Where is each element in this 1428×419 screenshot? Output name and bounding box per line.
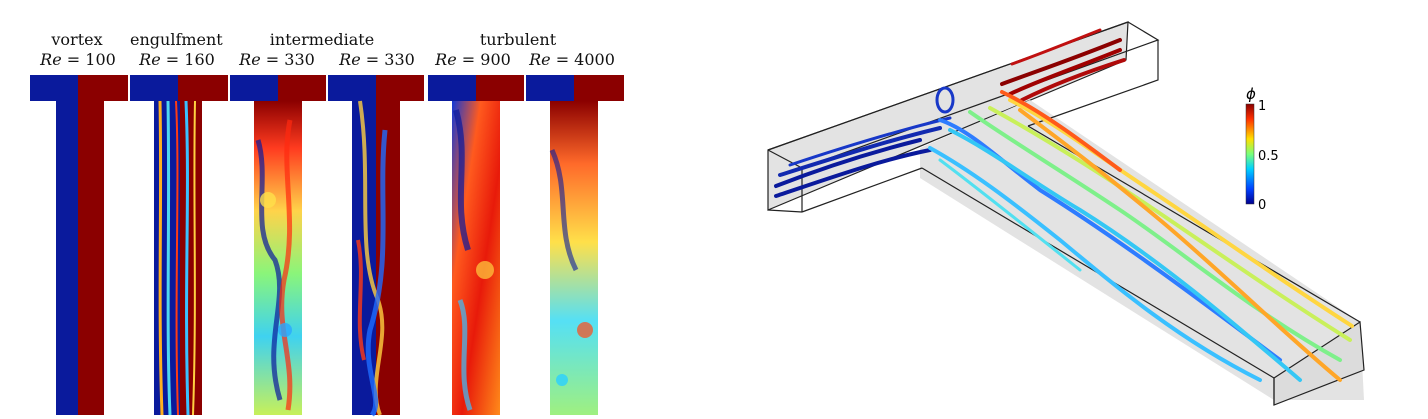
snapshot-re-900 — [428, 75, 524, 415]
t-junction-streamlines: ϕ 1 0.5 0 — [767, 21, 1365, 406]
regime-vortex-label: vortex — [51, 30, 103, 49]
re-label-6: Re = 4000 — [529, 50, 615, 69]
snapshot-re-330-b — [328, 75, 424, 417]
contour-snapshots — [30, 75, 624, 417]
re-label-5: Re = 900 — [435, 50, 511, 69]
streamlines — [774, 28, 1354, 382]
regime-engulfment-label: engulfment — [130, 30, 223, 49]
colorbar-tick-0-5: 0.5 — [1258, 149, 1279, 164]
re-label-3: Re = 330 — [239, 50, 315, 69]
colorbar-tick-0: 0 — [1258, 198, 1266, 213]
snapshot-re-160 — [130, 75, 228, 416]
regime-turbulent-label: turbulent — [479, 30, 557, 49]
snapshot-re-330-a — [230, 75, 326, 415]
re-label-4: Re = 330 — [339, 50, 415, 69]
re-label-1: Re = 100 — [40, 50, 116, 69]
colorbar-tick-1: 1 — [1258, 99, 1266, 114]
mixing-regimes-panel: vortex engulfment intermediate turbulent… — [0, 0, 640, 419]
snapshot-re-100 — [30, 75, 128, 415]
snapshot-re-4000 — [526, 75, 624, 415]
colorbar-label: ϕ — [1246, 85, 1256, 103]
regime-intermediate-label: intermediate — [269, 30, 375, 49]
colorbar: ϕ 1 0.5 0 — [1245, 85, 1279, 213]
re-label-2: Re = 160 — [139, 50, 215, 69]
streamline-panel: ϕ 1 0.5 0 — [740, 0, 1428, 419]
